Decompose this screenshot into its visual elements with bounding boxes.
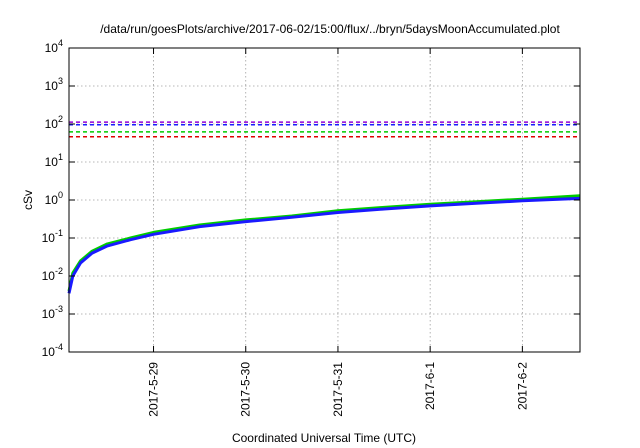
series-group: [67, 121, 581, 294]
y-tick-label: 103: [45, 76, 63, 93]
x-axis-label: Coordinated Universal Time (UTC): [232, 431, 416, 445]
x-tick-label: 2017-6-2: [515, 362, 529, 410]
y-tick-label: 102: [45, 114, 63, 131]
y-tick-label: 10-3: [42, 304, 63, 321]
y-ticks: 10-4 10-3 10-2 10-1 100 101 102 103 104: [42, 38, 580, 359]
y-tick-label: 100: [45, 190, 63, 207]
chart-title: /data/run/goesPlots/archive/2017-06-02/1…: [100, 22, 560, 36]
y-tick-label: 10-4: [42, 342, 63, 359]
y-tick-label: 10-2: [42, 266, 63, 283]
x-tick-label: 2017-5-30: [239, 362, 253, 417]
y-tick-label: 101: [45, 152, 63, 169]
x-ticks: 2017-5-29 2017-5-30 2017-5-31 2017-6-1 2017-…: [147, 48, 529, 417]
y-tick-label: 104: [45, 38, 63, 55]
series-line-1: [67, 194, 581, 292]
x-tick-label: 2017-5-29: [147, 362, 161, 417]
y-axis-label: cSv: [21, 190, 35, 210]
series-line-2: [67, 196, 581, 294]
x-tick-label: 2017-5-31: [331, 362, 345, 417]
y-tick-label: 10-1: [42, 228, 63, 245]
x-tick-label: 2017-6-1: [423, 362, 437, 410]
